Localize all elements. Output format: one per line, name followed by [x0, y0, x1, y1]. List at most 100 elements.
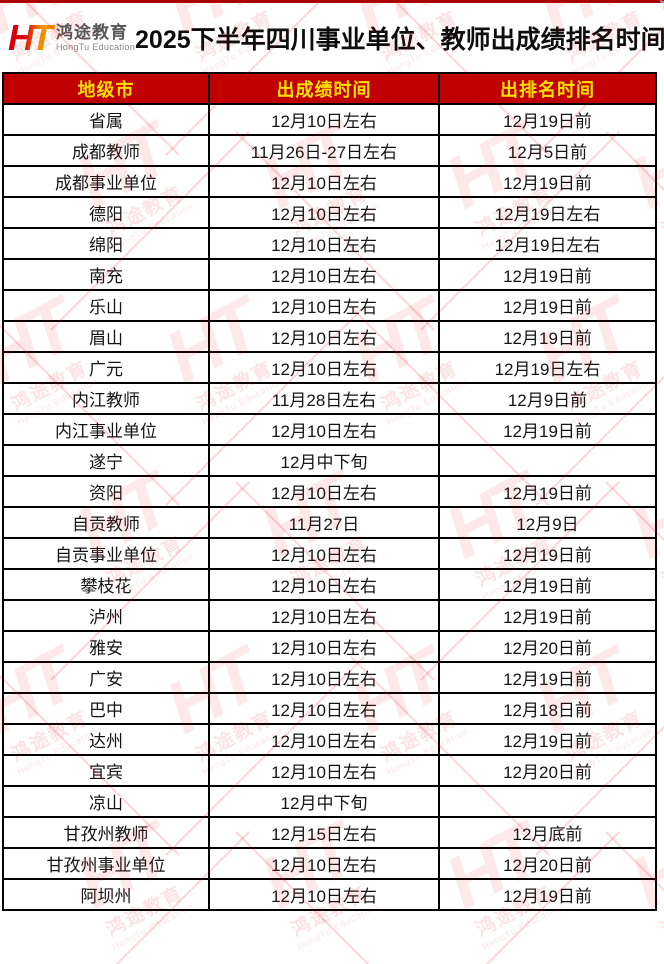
- cell-score-release-time: 12月10日左右: [208, 413, 440, 446]
- cell-ranking-release-time: 12月19日前: [438, 413, 657, 446]
- table-row: 泸州 12月10日左右 12月19日前: [2, 599, 657, 632]
- cell-city: 雅安: [2, 630, 210, 663]
- cell-city: 攀枝花: [2, 568, 210, 601]
- cell-score-release-time: 12月10日左右: [208, 878, 440, 911]
- table-row: 甘孜州教师 12月15日左右 12月底前: [2, 816, 657, 849]
- cell-score-release-time: 12月10日左右: [208, 165, 440, 198]
- table-row: 内江事业单位 12月10日左右 12月19日前: [2, 413, 657, 446]
- brand-names: 鸿途教育 HongTu Education: [56, 23, 135, 53]
- col-header-score-release-time: 出成绩时间: [208, 72, 440, 105]
- table-header-row: 地级市 出成绩时间 出排名时间: [2, 72, 657, 105]
- cell-ranking-release-time: 12月9日前: [438, 382, 657, 415]
- cell-city: 内江事业单位: [2, 413, 210, 446]
- cell-ranking-release-time: 12月19日左右: [438, 227, 657, 260]
- cell-ranking-release-time: 12月19日前: [438, 475, 657, 508]
- top-border-strip: [0, 0, 664, 3]
- cell-city: 德阳: [2, 196, 210, 229]
- cell-ranking-release-time: 12月19日前: [438, 568, 657, 601]
- table-row: 南充 12月10日左右 12月19日前: [2, 258, 657, 291]
- cell-score-release-time: 12月15日左右: [208, 816, 440, 849]
- cell-score-release-time: 12月10日左右: [208, 692, 440, 725]
- table-row: 广元 12月10日左右 12月19日左右: [2, 351, 657, 384]
- table-row: 雅安 12月10日左右 12月20日前: [2, 630, 657, 663]
- page-title: 2025下半年四川事业单位、教师出成绩排名时间: [135, 25, 664, 54]
- brand-logo: HT 鸿途教育 HongTu Education: [0, 0, 664, 56]
- cell-ranking-release-time: 12月19日左右: [438, 196, 657, 229]
- cell-ranking-release-time: 12月20日前: [438, 847, 657, 880]
- cell-city: 成都教师: [2, 134, 210, 167]
- cell-ranking-release-time: 12月18日前: [438, 692, 657, 725]
- cell-score-release-time: 12月10日左右: [208, 258, 440, 291]
- logo-flourish-icon: [658, 0, 664, 9]
- cell-city: 达州: [2, 723, 210, 756]
- cell-city: 遂宁: [2, 444, 210, 477]
- cell-city: 南充: [2, 258, 210, 291]
- table-row: 达州 12月10日左右 12月19日前: [2, 723, 657, 756]
- header-banner: HT 鸿途教育 HongTu Education 2025下半年四川事业单位、教…: [0, 0, 664, 72]
- table-row: 自贡教师 11月27日 12月9日: [2, 506, 657, 539]
- table-row: 乐山 12月10日左右 12月19日前: [2, 289, 657, 322]
- cell-ranking-release-time: [438, 785, 657, 818]
- cell-ranking-release-time: 12月9日: [438, 506, 657, 539]
- cell-score-release-time: 12月10日左右: [208, 196, 440, 229]
- table-row: 成都事业单位 12月10日左右 12月19日前: [2, 165, 657, 198]
- cell-ranking-release-time: 12月19日前: [438, 320, 657, 353]
- cell-ranking-release-time: 12月5日前: [438, 134, 657, 167]
- cell-score-release-time: 12月10日左右: [208, 475, 440, 508]
- table-row: 宜宾 12月10日左右 12月20日前: [2, 754, 657, 787]
- cell-ranking-release-time: 12月19日左右: [438, 351, 657, 384]
- cell-ranking-release-time: 12月19日前: [438, 289, 657, 322]
- col-header-city: 地级市: [2, 72, 210, 105]
- cell-city: 资阳: [2, 475, 210, 508]
- cell-city: 巴中: [2, 692, 210, 725]
- cell-score-release-time: 12月10日左右: [208, 847, 440, 880]
- cell-score-release-time: 11月27日: [208, 506, 440, 539]
- cell-ranking-release-time: 12月19日前: [438, 878, 657, 911]
- cell-city: 内江教师: [2, 382, 210, 415]
- cell-ranking-release-time: 12月20日前: [438, 754, 657, 787]
- cell-score-release-time: 12月中下旬: [208, 444, 440, 477]
- cell-score-release-time: 11月26日-27日左右: [208, 134, 440, 167]
- table-row: 阿坝州 12月10日左右 12月19日前: [2, 878, 657, 911]
- cell-city: 宜宾: [2, 754, 210, 787]
- cell-ranking-release-time: 12月20日前: [438, 630, 657, 663]
- cell-ranking-release-time: [438, 444, 657, 477]
- cell-city: 广安: [2, 661, 210, 694]
- cell-city: 乐山: [2, 289, 210, 322]
- cell-city: 成都事业单位: [2, 165, 210, 198]
- cell-ranking-release-time: 12月19日前: [438, 723, 657, 756]
- cell-score-release-time: 12月10日左右: [208, 723, 440, 756]
- cell-city: 阿坝州: [2, 878, 210, 911]
- cell-score-release-time: 12月10日左右: [208, 289, 440, 322]
- table-row: 攀枝花 12月10日左右 12月19日前: [2, 568, 657, 601]
- cell-city: 凉山: [2, 785, 210, 818]
- cell-ranking-release-time: 12月底前: [438, 816, 657, 849]
- cell-ranking-release-time: 12月19日前: [438, 103, 657, 136]
- table-row: 德阳 12月10日左右 12月19日左右: [2, 196, 657, 229]
- cell-score-release-time: 12月10日左右: [208, 661, 440, 694]
- cell-score-release-time: 12月10日左右: [208, 568, 440, 601]
- brand-name-en: HongTu Education: [56, 42, 136, 53]
- table-row: 成都教师 11月26日-27日左右 12月5日前: [2, 134, 657, 167]
- cell-city: 绵阳: [2, 227, 210, 260]
- table-row: 自贡事业单位 12月10日左右 12月19日前: [2, 537, 657, 570]
- cell-score-release-time: 12月10日左右: [208, 351, 440, 384]
- cell-score-release-time: 12月10日左右: [208, 320, 440, 353]
- brand-name-cn: 鸿途教育: [56, 22, 128, 42]
- cell-city: 自贡事业单位: [2, 537, 210, 570]
- cell-city: 自贡教师: [2, 506, 210, 539]
- table-row: 省属 12月10日左右 12月19日前: [2, 103, 657, 136]
- table-row: 遂宁 12月中下旬: [2, 444, 657, 477]
- cell-city: 广元: [2, 351, 210, 384]
- cell-city: 甘孜州事业单位: [2, 847, 210, 880]
- cell-city: 省属: [2, 103, 210, 136]
- col-header-ranking-release-time: 出排名时间: [438, 72, 657, 105]
- cell-ranking-release-time: 12月19日前: [438, 537, 657, 570]
- schedule-table: 地级市 出成绩时间 出排名时间 省属 12月10日左右 12月19日前 成都教师 11月…: [2, 72, 657, 911]
- cell-score-release-time: 12月10日左右: [208, 537, 440, 570]
- cell-ranking-release-time: 12月19日前: [438, 599, 657, 632]
- cell-score-release-time: 11月28日左右: [208, 382, 440, 415]
- cell-score-release-time: 12月10日左右: [208, 103, 440, 136]
- table-body: 省属 12月10日左右 12月19日前 成都教师 11月26日-27日左右 12月5日前成…: [2, 103, 657, 911]
